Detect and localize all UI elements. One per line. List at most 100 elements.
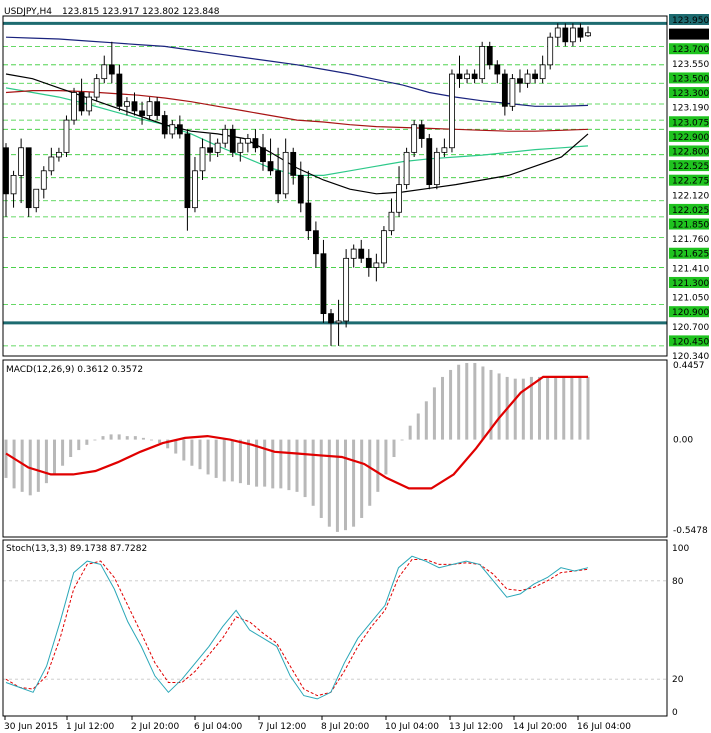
price-marker-box	[669, 14, 709, 25]
bull-candle	[449, 73, 455, 149]
level-marker-box	[669, 306, 709, 318]
bear-candle	[426, 138, 433, 186]
macd-histogram-bar	[222, 439, 226, 482]
bull-candle	[373, 262, 380, 268]
price-axis-label: 121.850	[672, 221, 709, 231]
bull-candle	[48, 156, 55, 172]
bear-candle	[25, 147, 32, 209]
stoch-panel: 100 80 20 0	[3, 544, 689, 718]
macd-histogram-bar	[360, 439, 364, 518]
macd-histogram-bar	[311, 439, 315, 506]
bull-candle	[146, 101, 153, 116]
macd-histogram-bar	[578, 376, 582, 440]
macd-histogram-bar	[562, 376, 566, 440]
macd-histogram-bar	[36, 439, 40, 492]
x-axis-label: 1 Jul 12:00	[66, 722, 115, 732]
bull-candle	[396, 184, 402, 213]
macd-histogram-bar	[174, 439, 178, 454]
bear-candle	[3, 147, 9, 195]
bear-candle	[176, 124, 183, 135]
price-marker-box	[669, 28, 709, 40]
macd-signal-line	[5, 375, 588, 490]
stoch-axis-label: 0	[672, 708, 678, 718]
price-axis-label: 123.700	[672, 45, 709, 55]
stoch-title: Stoch(13,3,3) 89.1738 87.7282	[6, 544, 147, 554]
macd-histogram-bar	[4, 439, 8, 478]
macd-histogram-bar	[230, 439, 234, 482]
bull-candle	[585, 32, 591, 37]
bear-candle	[275, 170, 282, 195]
macd-histogram-bar	[238, 439, 242, 484]
x-axis-label: 2 Jul 20:00	[131, 722, 180, 732]
bear-candle	[207, 147, 213, 153]
macd-histogram-bar	[376, 439, 380, 492]
bear-candle	[577, 27, 584, 38]
x-axis-label: 13 Jul 12:00	[449, 722, 503, 732]
moving-average-blue	[5, 36, 589, 107]
bear-candle	[290, 151, 297, 176]
x-axis-label: 30 Jun 2015	[4, 722, 58, 732]
macd-histogram-bar	[538, 376, 541, 440]
bull-candle	[350, 248, 357, 259]
macd-histogram-bar	[166, 439, 170, 449]
price-axis-label: 121.300	[672, 279, 709, 289]
macd-histogram-bar	[344, 439, 347, 531]
bull-candle	[282, 151, 289, 195]
price-axis-label: 123.950	[672, 16, 709, 26]
macd-histogram-bar	[408, 425, 412, 440]
price-axis-label: 120.450	[672, 337, 709, 347]
bull-candle	[343, 257, 350, 322]
price-axis-label: 121.760	[672, 235, 709, 245]
price-axis-label: 122.800	[672, 147, 709, 157]
price-axis-label: 120.900	[672, 308, 709, 318]
level-marker-box	[669, 72, 709, 84]
price-axis-label: 123.500	[672, 74, 709, 84]
macd-histogram-bar	[117, 434, 121, 440]
macd-histogram-bar	[368, 439, 372, 506]
bull-candle	[56, 151, 62, 158]
macd-histogram-bar	[465, 362, 469, 440]
bull-candle	[479, 46, 486, 80]
bull-candle	[63, 119, 70, 153]
macd-histogram-bar	[141, 437, 145, 440]
macd-histogram-bar	[586, 376, 590, 440]
macd-histogram-bar	[529, 376, 533, 440]
level-marker-box	[669, 116, 709, 128]
bear-candle	[365, 257, 372, 268]
level-marker-box	[669, 160, 709, 172]
x-axis-label: 16 Jul 04:00	[577, 722, 631, 732]
x-axis-label: 8 Jul 20:00	[321, 722, 370, 732]
moving-average-black	[5, 73, 589, 195]
macd-histogram-bar	[335, 439, 339, 532]
price-axis-label: 122.120	[672, 191, 709, 201]
bull-candle	[554, 27, 561, 38]
macd-histogram-bar	[150, 439, 153, 441]
level-marker-box	[669, 174, 709, 186]
macd-histogram-bar	[546, 376, 550, 440]
macd-histogram-bar	[319, 439, 323, 518]
bear-candle	[517, 78, 523, 84]
bear-candle	[328, 313, 334, 324]
bear-candle	[267, 161, 274, 172]
macd-title: MACD(12,26,9) 0.3612 0.3572	[6, 365, 143, 375]
level-marker-box	[669, 87, 709, 99]
bull-candle	[411, 124, 418, 153]
bull-candle	[10, 175, 17, 195]
bear-candle	[562, 27, 569, 43]
bull-candle	[381, 230, 387, 264]
macd-axis-label: 0.00	[673, 436, 693, 446]
price-axis-label: 123.848	[672, 31, 709, 41]
bear-candle	[116, 73, 123, 107]
bull-candle	[403, 151, 410, 186]
bull-candle	[388, 211, 395, 232]
x-axis-label: 7 Jul 12:00	[258, 722, 307, 732]
macd-histogram-bar	[247, 439, 250, 485]
level-marker-box	[669, 218, 709, 230]
bull-candle	[222, 128, 229, 144]
bull-candle	[569, 27, 576, 43]
macd-histogram-bar	[61, 439, 65, 466]
bear-candle	[456, 73, 463, 80]
bull-candle	[539, 64, 546, 80]
